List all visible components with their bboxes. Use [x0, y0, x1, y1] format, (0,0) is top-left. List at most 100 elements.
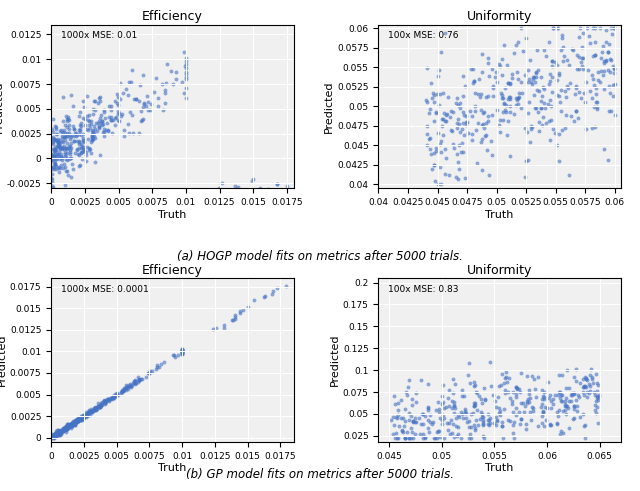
Point: [67, 419, 77, 427]
Point: [546, 397, 556, 405]
Point: [54, 429, 65, 436]
Point: [447, 404, 457, 412]
Point: [131, 379, 141, 387]
Point: [400, 435, 410, 442]
Point: [567, 45, 577, 53]
Point: [60, 129, 70, 137]
Point: [97, 398, 108, 406]
Point: [86, 149, 96, 157]
Point: [162, 60, 172, 68]
Point: [445, 113, 455, 121]
Point: [72, 415, 83, 423]
Point: [52, 154, 63, 162]
Point: [64, 422, 74, 430]
Point: [419, 431, 429, 438]
Point: [48, 433, 58, 440]
Point: [177, 346, 188, 354]
Point: [129, 378, 139, 386]
Point: [47, 431, 58, 439]
Point: [91, 404, 101, 412]
Point: [541, 416, 552, 424]
Point: [511, 390, 522, 398]
Point: [50, 146, 60, 154]
Point: [452, 431, 463, 438]
Point: [54, 155, 64, 163]
Point: [494, 121, 504, 129]
Point: [74, 416, 84, 424]
Point: [438, 89, 449, 97]
Point: [438, 411, 448, 419]
Point: [477, 417, 488, 425]
Point: [390, 435, 401, 442]
Point: [526, 78, 536, 85]
Point: [469, 77, 479, 85]
Point: [100, 397, 110, 405]
Point: [77, 414, 87, 422]
Point: [578, 54, 588, 62]
Point: [84, 145, 95, 153]
Point: [177, 348, 188, 355]
Point: [77, 137, 88, 145]
Point: [55, 152, 65, 160]
Point: [53, 431, 63, 438]
Point: [63, 420, 73, 428]
Point: [180, 62, 190, 70]
Point: [605, 55, 615, 63]
Point: [126, 383, 136, 391]
Point: [68, 419, 78, 427]
Point: [71, 132, 81, 140]
Point: [65, 422, 76, 430]
Point: [584, 380, 594, 388]
Point: [398, 413, 408, 421]
Point: [514, 89, 524, 97]
Point: [465, 379, 475, 387]
Point: [49, 430, 60, 437]
Point: [218, 193, 228, 201]
Point: [449, 144, 459, 152]
Point: [84, 144, 94, 152]
Point: [588, 25, 598, 32]
Point: [559, 53, 569, 60]
Point: [132, 373, 143, 381]
Point: [77, 136, 88, 144]
Point: [235, 309, 245, 317]
Point: [77, 155, 87, 163]
Point: [110, 114, 120, 122]
Point: [477, 420, 488, 428]
Point: [93, 99, 103, 107]
Point: [110, 392, 120, 400]
Point: [497, 422, 507, 430]
Point: [554, 92, 564, 100]
Point: [468, 409, 478, 417]
Point: [408, 417, 419, 425]
Point: [51, 431, 61, 439]
Point: [100, 397, 111, 405]
Point: [110, 390, 120, 398]
Point: [430, 435, 440, 442]
Point: [84, 407, 94, 414]
Point: [393, 399, 403, 407]
Point: [609, 65, 619, 73]
Point: [57, 426, 67, 434]
Point: [78, 411, 88, 419]
Point: [121, 386, 131, 394]
Point: [558, 57, 568, 65]
Point: [122, 382, 132, 390]
Point: [545, 136, 555, 144]
Point: [95, 114, 105, 122]
Point: [483, 117, 493, 125]
Point: [456, 409, 466, 416]
Point: [433, 398, 444, 406]
Point: [79, 146, 89, 154]
Point: [73, 417, 83, 425]
Point: [555, 387, 565, 395]
Point: [64, 115, 74, 123]
Point: [423, 405, 433, 412]
Point: [451, 422, 461, 430]
Point: [57, 154, 67, 162]
Point: [61, 167, 72, 175]
Point: [63, 424, 73, 432]
Point: [577, 62, 588, 70]
Point: [446, 415, 456, 423]
Point: [100, 399, 111, 407]
